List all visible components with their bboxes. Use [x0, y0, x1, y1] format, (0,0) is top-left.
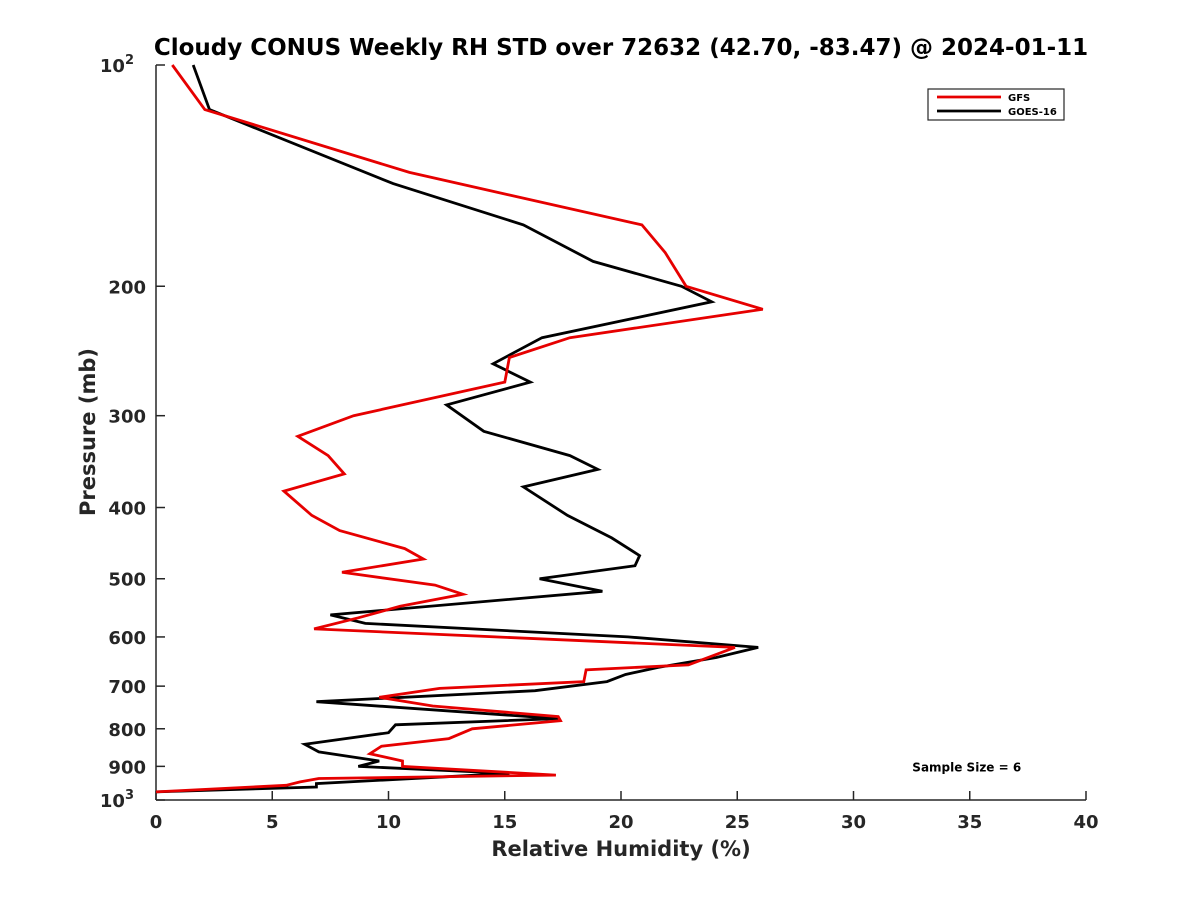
series-line-goes-16	[155, 64, 759, 794]
x-axis-label: Relative Humidity (%)	[491, 837, 750, 861]
legend-box	[927, 88, 1065, 121]
x-tick-label-0: 0	[150, 812, 163, 833]
y-tick-label-2: 300	[108, 407, 146, 428]
y-tick-label-5: 600	[108, 628, 146, 649]
plot-area: 0 5 10 15 20 25 30 35 40 102 200 300 400 500 600 700 800…	[100, 53, 1099, 833]
y-tick-label-0: 102	[100, 53, 134, 77]
y-tick-label-9: 103	[100, 788, 134, 812]
y-tick-label-1: 200	[108, 277, 146, 298]
y-tick-label-6: 700	[108, 677, 146, 698]
y-tick-label-4: 500	[108, 570, 146, 591]
x-tick-label-5: 25	[725, 812, 750, 833]
y-tick-label-7: 800	[108, 720, 146, 741]
x-tick-label-7: 35	[957, 812, 982, 833]
annotation-sample-size: Sample Size = 6	[912, 760, 1021, 774]
legend: GFS GOES-16	[927, 88, 1065, 121]
series-line-gfs	[155, 64, 764, 794]
x-tick-label-3: 15	[492, 812, 517, 833]
chart-title: Cloudy CONUS Weekly RH STD over 72632 (4…	[154, 35, 1088, 61]
y-tick-label-8: 900	[108, 757, 146, 778]
y-axis-label: Pressure (mb)	[76, 348, 100, 516]
legend-label-gfs: GFS	[1008, 93, 1030, 104]
x-tick-label-1: 5	[266, 812, 279, 833]
x-tick-label-6: 30	[841, 812, 866, 833]
legend-label-goes-16: GOES-16	[1008, 107, 1057, 118]
x-tick-label-8: 40	[1073, 812, 1098, 833]
x-tick-label-4: 20	[608, 812, 633, 833]
x-tick-label-2: 10	[376, 812, 401, 833]
y-tick-label-3: 400	[108, 499, 146, 520]
